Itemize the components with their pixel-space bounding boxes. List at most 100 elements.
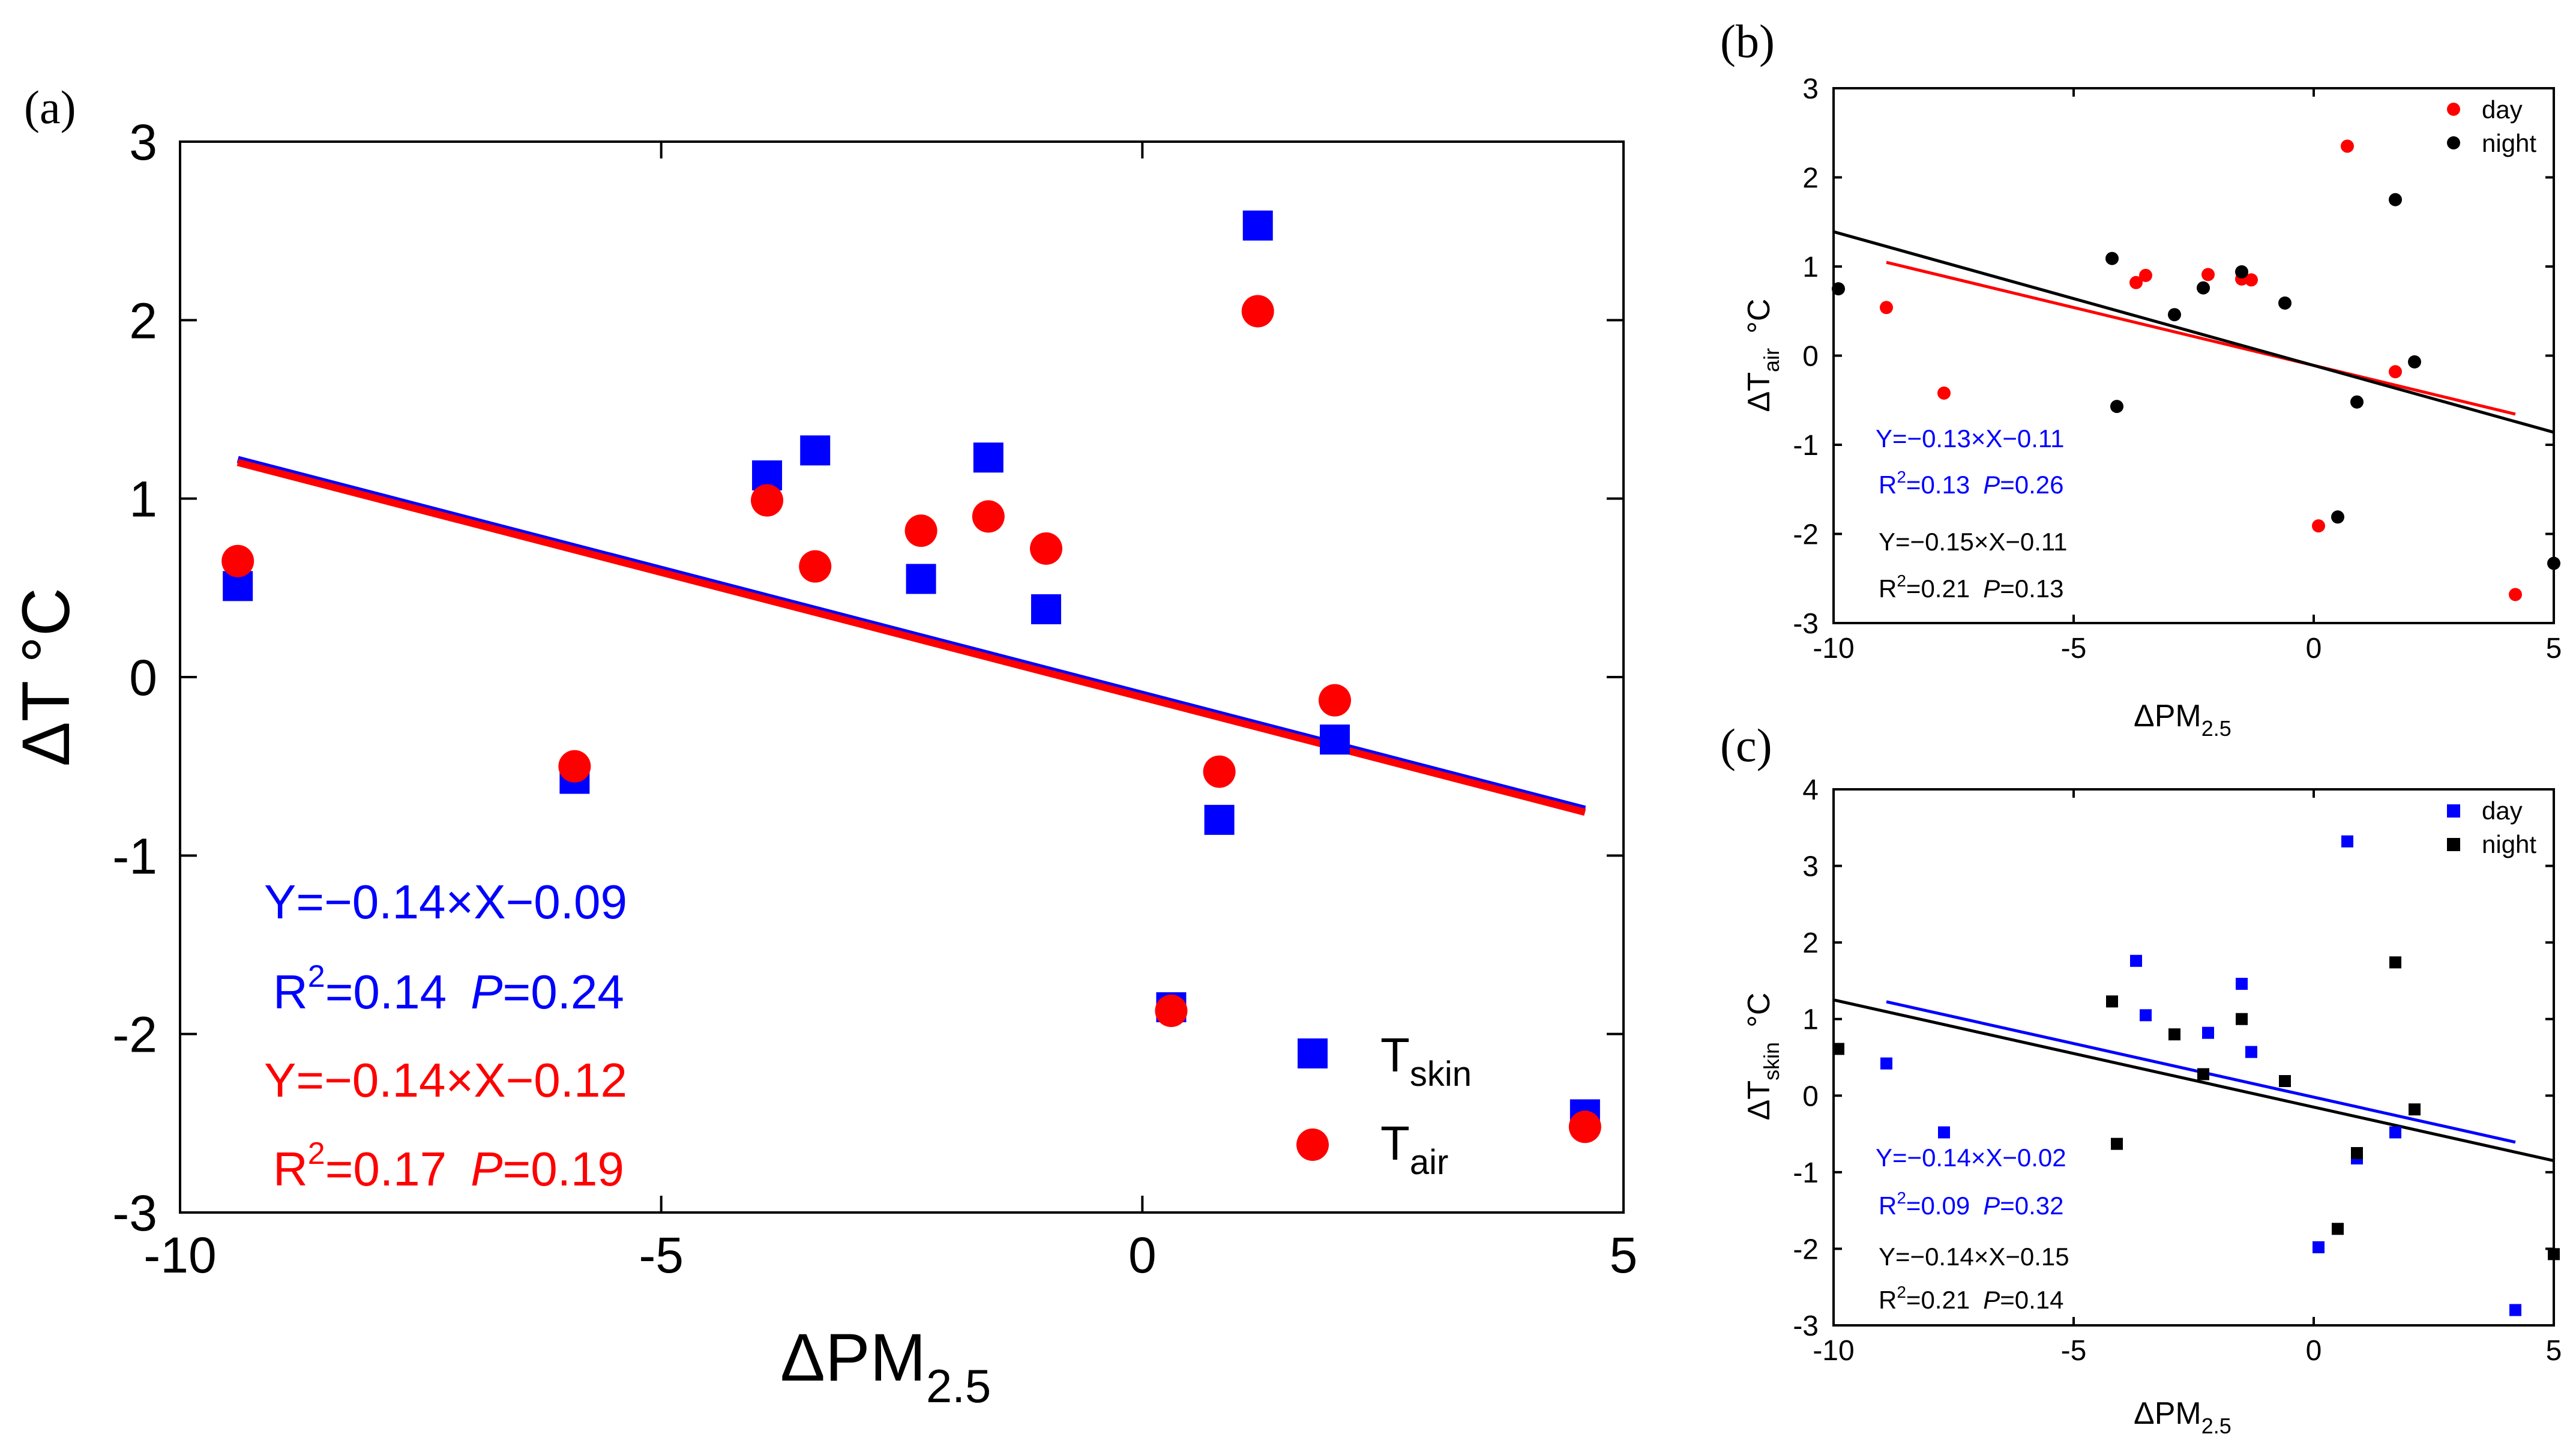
y-tick-label: -2	[1793, 519, 1819, 551]
x-tick-label: -10	[143, 1227, 216, 1283]
data-point-air	[1241, 295, 1274, 328]
panel-a-legend-air-marker	[1296, 1128, 1329, 1161]
data-point-day	[2312, 519, 2325, 533]
data-point-day	[1880, 301, 1893, 315]
panel-b-legend-night-label: night	[2482, 129, 2536, 157]
y-tick-label: 2	[1802, 163, 1819, 194]
y-tick-label: -1	[1793, 430, 1819, 462]
x-tick-label: -5	[2061, 633, 2087, 664]
panel-a-fit-lines	[236, 456, 1586, 816]
y-tick-label: -3	[1793, 1310, 1819, 1342]
data-point-day	[2245, 273, 2258, 287]
data-point-day	[2509, 1304, 2521, 1316]
data-point-day	[2341, 835, 2353, 848]
data-point-night	[2408, 355, 2421, 369]
data-point-day	[2389, 365, 2402, 379]
data-point-day	[2509, 588, 2522, 601]
data-point-skin	[1242, 210, 1273, 241]
fit-line-day	[1886, 261, 2516, 416]
x-tick-label: 0	[2306, 1335, 2322, 1367]
data-point-night	[2389, 956, 2401, 969]
panel-a-points	[221, 210, 1601, 1143]
data-point-air	[972, 500, 1005, 533]
x-tick-label: 5	[1610, 1227, 1638, 1283]
panel-c-x-axis-label: ΔPM2.5	[2134, 1396, 2231, 1438]
panel-b-legend: day night	[2447, 95, 2536, 157]
x-tick-label: 0	[2306, 633, 2322, 664]
data-point-night	[2351, 1146, 2363, 1159]
panel-b-day-stats: R2=0.13 P=0.26	[1879, 468, 2064, 499]
panel-b-fit-lines	[1833, 230, 2554, 434]
data-point-air	[904, 514, 937, 547]
panel-b-points	[1832, 139, 2560, 601]
panel-c-plot-frame	[1832, 788, 2555, 1327]
y-tick-label: -3	[112, 1185, 157, 1241]
panel-c-points	[1832, 835, 2560, 1316]
panel-b-legend-night-marker	[2447, 136, 2460, 149]
data-point-night	[2409, 1103, 2421, 1116]
data-point-air	[1203, 755, 1236, 788]
panel-a-skin-stats: R2=0.14 P=0.24	[273, 959, 624, 1019]
data-point-day	[2389, 1126, 2401, 1139]
data-point-night	[2168, 1028, 2180, 1041]
x-tick-label: -5	[639, 1227, 684, 1283]
data-point-night	[2331, 510, 2344, 524]
y-tick-label: -3	[1793, 608, 1819, 640]
panel-a-air-equation: Y=−0.14×X−0.12	[264, 1053, 627, 1107]
data-point-night	[2106, 995, 2118, 1008]
data-point-night	[2235, 265, 2248, 279]
y-tick-label: -1	[112, 828, 157, 884]
y-tick-label: 1	[1802, 1004, 1819, 1036]
data-point-day	[2202, 1026, 2214, 1039]
y-tick-label: -2	[1793, 1234, 1819, 1265]
data-point-night	[2278, 296, 2292, 310]
data-point-day	[2140, 1009, 2152, 1022]
y-tick-label: 3	[129, 114, 157, 170]
data-point-night	[2236, 1013, 2248, 1025]
data-point-night	[2197, 1068, 2209, 1080]
data-point-air	[558, 750, 591, 783]
data-point-day	[2245, 1046, 2257, 1058]
y-tick-label: -1	[1793, 1157, 1819, 1189]
panel-c-night-stats: R2=0.21 P=0.14	[1879, 1283, 2064, 1314]
panel-b-y-axis-label: ΔTair°C	[1742, 299, 1784, 412]
data-point-skin	[800, 435, 831, 466]
data-point-night	[2279, 1075, 2291, 1088]
data-point-air	[221, 544, 254, 577]
data-point-night	[2197, 281, 2210, 295]
panel-a-label: (a)	[24, 81, 76, 133]
data-point-day	[2201, 268, 2215, 282]
y-tick-label: 1	[1802, 252, 1819, 283]
data-point-night	[1832, 282, 1845, 296]
y-tick-label: 0	[129, 649, 157, 706]
data-point-day	[2313, 1241, 2325, 1253]
x-tick-label: 5	[2546, 633, 2562, 664]
data-point-day	[2236, 978, 2248, 990]
panel-a-legend-skin-label: Tskin	[1380, 1028, 1472, 1094]
y-tick-label: 2	[1802, 927, 1819, 959]
panel-a-legend: Tskin Tair	[1296, 1028, 1472, 1182]
x-tick-label: -10	[1813, 633, 1854, 664]
panel-c-legend-night-label: night	[2482, 830, 2536, 858]
x-tick-label: 0	[1128, 1227, 1157, 1283]
panel-b-night-equation: Y=−0.15×X−0.11	[1879, 528, 2068, 556]
panel-a-x-axis-label: ΔPM2.5	[780, 1320, 991, 1412]
data-point-air	[1319, 684, 1351, 717]
fit-line-night	[1833, 998, 2554, 1163]
y-tick-label: 0	[1802, 1080, 1819, 1112]
data-point-skin	[1031, 594, 1061, 625]
fit-line-night	[1833, 230, 2554, 434]
y-tick-label: 3	[1802, 851, 1819, 883]
panel-c-legend-day-label: day	[2482, 797, 2523, 825]
panel-c-label: (c)	[1720, 719, 1772, 771]
data-point-skin	[973, 442, 1004, 473]
data-point-night	[2105, 252, 2119, 265]
data-point-day	[2341, 139, 2354, 153]
panel-c-day-equation: Y=−0.14×X−0.02	[1876, 1143, 2066, 1172]
panel-c-night-equation: Y=−0.14×X−0.15	[1879, 1243, 2069, 1271]
